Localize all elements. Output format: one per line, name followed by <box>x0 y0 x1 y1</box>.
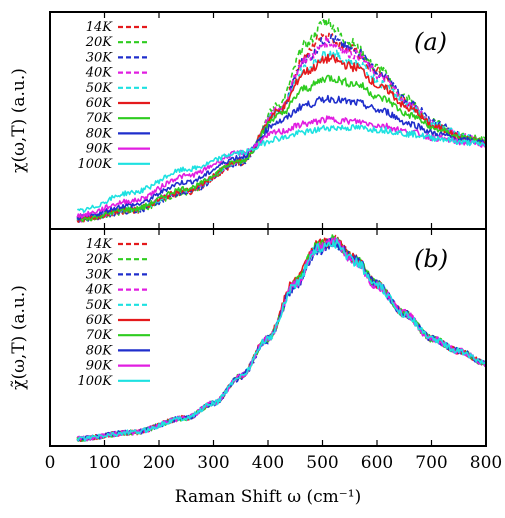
legend-label-20K: 20K <box>85 252 114 267</box>
legend-label-90K: 90K <box>86 359 114 374</box>
x-tick-label: 400 <box>252 453 284 473</box>
y-axis-label: χ(ω,T) (a.u.) <box>9 68 29 173</box>
series-line-100K <box>76 124 486 213</box>
legend-label-14K: 14K <box>86 20 114 35</box>
series-line-100K <box>76 238 486 442</box>
legend-label-100K: 100K <box>77 157 113 172</box>
legend-label-30K: 30K <box>86 267 114 282</box>
panel-label: (a) <box>414 28 447 56</box>
legend-label-80K: 80K <box>86 343 114 358</box>
legend-label-90K: 90K <box>86 142 114 157</box>
series-line-70K <box>76 74 486 223</box>
x-tick-label: 800 <box>470 453 502 473</box>
legend-label-20K: 20K <box>85 35 114 50</box>
series-group <box>76 17 486 223</box>
series-line-30K <box>77 34 486 223</box>
legend-label-50K: 50K <box>86 81 114 96</box>
panel-label: (b) <box>414 245 448 273</box>
x-axis: 0 100 200 300 400 500 600 700 800 Raman Shift ω (… <box>45 453 503 507</box>
legend-label-14K: 14K <box>86 237 114 252</box>
x-tick-label: 700 <box>415 453 447 473</box>
series-line-80K <box>76 94 486 221</box>
y-axis-label: χ̃(ω,T) (a.u.) <box>9 285 29 390</box>
series-line-90K <box>76 115 486 219</box>
x-tick-label: 100 <box>88 453 120 473</box>
legend-label-60K: 60K <box>86 96 114 111</box>
legend-label-40K: 40K <box>85 66 114 81</box>
x-tick-label: 300 <box>197 453 229 473</box>
legend-label-70K: 70K <box>86 328 114 343</box>
legend-label-80K: 80K <box>86 126 114 141</box>
x-tick-label: 600 <box>361 453 393 473</box>
x-tick-label: 0 <box>45 453 56 473</box>
x-tick-label: 200 <box>143 453 175 473</box>
series-group <box>76 234 486 442</box>
legend-label-100K: 100K <box>77 374 113 389</box>
legend-label-40K: 40K <box>85 283 114 298</box>
legend-label-50K: 50K <box>86 298 114 313</box>
x-axis-label: Raman Shift ω (cm⁻¹) <box>175 487 361 507</box>
x-tick-label: 500 <box>306 453 338 473</box>
legend-label-70K: 70K <box>86 111 114 126</box>
legend-label-60K: 60K <box>86 313 114 328</box>
legend-label-30K: 30K <box>86 50 114 65</box>
